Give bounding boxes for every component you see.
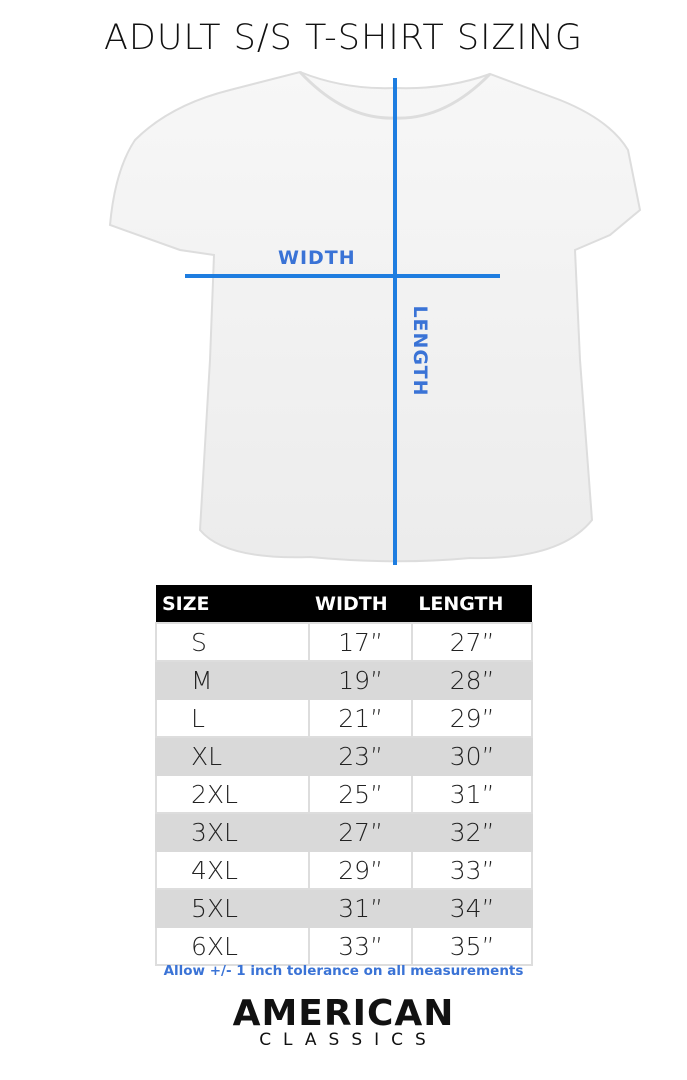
tolerance-note: Allow +/- 1 inch tolerance on all measur… [163, 963, 524, 979]
size-cell: M [155, 660, 310, 700]
length-cell: 32” [411, 812, 533, 852]
table-row: 5XL 31” 34” [155, 888, 533, 928]
table-row: S 17” 27” [155, 622, 533, 662]
width-cell: 21” [307, 698, 414, 738]
size-cell: 4XL [155, 850, 310, 890]
brand-logo-line2: CLASSICS [259, 1030, 438, 1050]
size-cell: 2XL [155, 774, 310, 814]
length-cell: 33” [411, 850, 533, 890]
size-cell: S [155, 622, 310, 662]
width-cell: 33” [307, 926, 414, 966]
tshirt-shape [108, 70, 642, 563]
width-cell: 19” [307, 660, 414, 700]
table-row: M 19” 28” [155, 660, 533, 700]
header-width: WIDTH [309, 585, 413, 623]
table-header: SIZE WIDTH LENGTH [156, 585, 532, 623]
header-length: LENGTH [412, 585, 532, 623]
width-label: WIDTH [278, 247, 356, 269]
length-cell: 27” [411, 622, 533, 662]
tshirt-diagram [108, 70, 642, 565]
length-label: LENGTH [409, 305, 431, 397]
length-cell: 29” [411, 698, 533, 738]
width-cell: 25” [307, 774, 414, 814]
size-table: SIZE WIDTH LENGTH S 17” 27” M 19” 28” L 21” 29” X… [155, 585, 533, 966]
width-cell: 29” [307, 850, 414, 890]
size-cell: L [155, 698, 310, 738]
length-cell: 34” [411, 888, 533, 928]
page-title: ADULT S/S T-SHIRT SIZING [103, 18, 584, 58]
table-row: XL 23” 30” [155, 736, 533, 776]
brand-logo-line1: AMERICAN [232, 993, 455, 1034]
header-size: SIZE [156, 585, 309, 623]
table-row: 3XL 27” 32” [155, 812, 533, 852]
table-row: 2XL 25” 31” [155, 774, 533, 814]
width-cell: 27” [307, 812, 414, 852]
length-cell: 31” [411, 774, 533, 814]
table-row: 6XL 33” 35” [155, 926, 533, 966]
size-cell: 6XL [155, 926, 310, 966]
size-cell: 3XL [155, 812, 310, 852]
width-cell: 17” [307, 622, 414, 662]
size-cell: XL [155, 736, 310, 776]
width-cell: 31” [307, 888, 414, 928]
length-cell: 30” [411, 736, 533, 776]
table-row: L 21” 29” [155, 698, 533, 738]
size-cell: 5XL [155, 888, 310, 928]
length-cell: 35” [411, 926, 533, 966]
width-cell: 23” [307, 736, 414, 776]
table-row: 4XL 29” 33” [155, 850, 533, 890]
length-cell: 28” [411, 660, 533, 700]
